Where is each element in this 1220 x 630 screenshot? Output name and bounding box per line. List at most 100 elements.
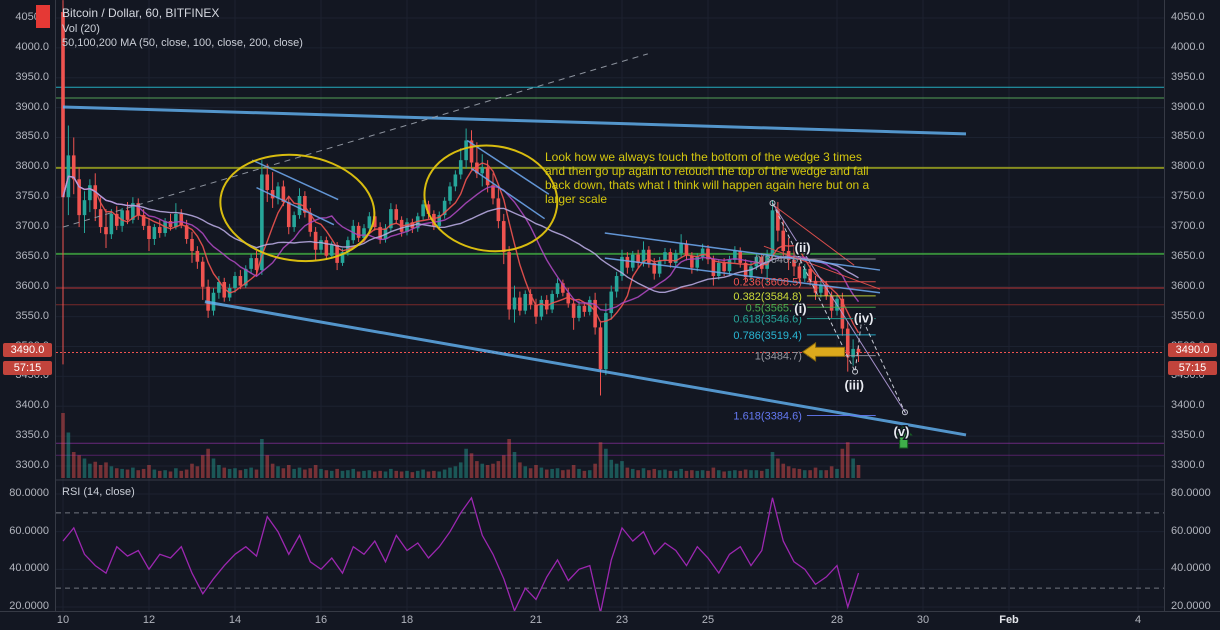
price-tick-label: 3300.0 <box>15 458 49 471</box>
price-tick-label: 4000.0 <box>15 40 49 53</box>
left-price-axis[interactable]: 4050.0 4000.0 3950.0 3900.0 3850.0 3800.0 3750… <box>0 0 56 612</box>
trendline-upper-channel <box>62 105 967 136</box>
price-tick-label: 3800.0 <box>15 160 49 173</box>
wave-label: (i) <box>794 301 806 316</box>
ma-legend[interactable]: 50,100,200 MA (50, close, 100, close, 20… <box>62 37 303 49</box>
price-tick-label: 3600.0 <box>15 279 49 292</box>
wave-label: (iv) <box>854 311 874 326</box>
chart-legend: Bitcoin / Dollar, 60, BITFINEX Vol (20) … <box>62 6 303 51</box>
time-tick-label: 16 <box>314 614 328 626</box>
rsi-legend[interactable]: RSI (14, close) <box>62 486 135 498</box>
wedge-ellipse <box>219 153 376 263</box>
time-axis[interactable]: 10 12 14 16 18 21 23 25 28 30 Feb 4 <box>0 611 1220 630</box>
price-tick-label: 3550.0 <box>15 309 49 322</box>
price-tick-label: 3550.0 <box>1171 309 1205 322</box>
time-tick-label: 4 <box>1134 614 1142 626</box>
drawing-annotations[interactable]: 0(3646.6) 0.236(3608.5) 0.382(3584.8)0.5(3… <box>62 53 967 449</box>
wave-label: (v) <box>894 424 910 439</box>
price-tick-label: 3400.0 <box>1171 399 1205 412</box>
analysis-note[interactable]: Look how we always touch the bottom of t… <box>545 150 940 206</box>
fib-level-label: 0.618(3546.6) <box>733 314 802 326</box>
countdown-badge: 57:15 <box>3 361 52 376</box>
rsi-tick-label: 80.0000 <box>9 487 49 499</box>
wedge-ellipse <box>423 144 559 253</box>
trendline-mid-wedge-lower <box>604 257 881 294</box>
volume-legend[interactable]: Vol (20) <box>62 23 100 35</box>
time-tick-label: Feb <box>999 614 1019 626</box>
trendline-red-resistance-2 <box>772 203 855 266</box>
trendline-mini-wedge-2-lower <box>471 167 546 220</box>
time-tick-label: 12 <box>142 614 156 626</box>
candlestick-series <box>61 0 861 396</box>
fib-level-label: 1(3484.7) <box>755 351 802 363</box>
price-tick-label: 3800.0 <box>1171 160 1205 173</box>
price-tick-label: 3850.0 <box>15 130 49 143</box>
chart-text-labels: (ii) (i) (iv) (iii) (v) <box>793 239 911 441</box>
time-tick-label: 10 <box>56 614 70 626</box>
volume-bars <box>61 413 861 478</box>
current-price-badge: 3490.0 <box>3 343 52 358</box>
price-tick-label: 3950.0 <box>15 70 49 83</box>
right-price-axis[interactable]: 4050.0 4000.0 3950.0 3900.0 3850.0 3800.0 3750… <box>1164 0 1220 612</box>
rsi-pane <box>56 496 1164 613</box>
fib-level-label: 0.236(3608.5) <box>733 277 802 289</box>
price-tick-label: 3750.0 <box>1171 190 1205 203</box>
price-tick-label: 4000.0 <box>1171 40 1205 53</box>
trendline-mini-wedge-1-lower <box>256 186 335 226</box>
rsi-line <box>62 496 860 613</box>
countdown-badge: 57:15 <box>1168 361 1217 376</box>
price-tick-label: 4050.0 <box>1171 11 1205 23</box>
price-tick-label: 3700.0 <box>1171 220 1205 233</box>
wave-label: (ii) <box>795 240 811 255</box>
rsi-tick-label: 60.0000 <box>1171 524 1211 537</box>
left-arrow <box>801 341 846 362</box>
axis-red-marker <box>36 5 50 28</box>
rsi-tick-label: 20.0000 <box>9 600 49 612</box>
trendline-mini-wedge-2-upper <box>466 139 550 195</box>
price-tick-label: 3300.0 <box>1171 458 1205 471</box>
fib-level-label: 1.618(3384.6) <box>733 410 802 422</box>
time-tick-label: 25 <box>701 614 715 626</box>
projection-point <box>901 409 908 416</box>
trendline-lavender-projection <box>772 202 907 414</box>
projection-point <box>858 314 865 321</box>
price-tick-label: 3900.0 <box>1171 100 1205 113</box>
rsi-tick-label: 20.0000 <box>1171 600 1211 612</box>
horizontal-price-lines[interactable] <box>56 86 1164 456</box>
rsi-tick-label: 80.0000 <box>1171 487 1211 499</box>
price-tick-label: 3350.0 <box>15 429 49 442</box>
projection-point <box>769 200 776 207</box>
price-tick-label: 3650.0 <box>15 249 49 262</box>
wave-projection-line <box>772 202 906 413</box>
fib-level-label: 0.786(3519.4) <box>733 330 802 342</box>
note-line: Look how we always touch the bottom of t… <box>545 150 862 164</box>
time-tick-label: 14 <box>228 614 242 626</box>
ma-line <box>62 162 860 334</box>
time-tick-label: 30 <box>916 614 930 626</box>
current-price-badge: 3490.0 <box>1168 343 1217 358</box>
ma-line <box>62 175 859 293</box>
time-tick-label: 21 <box>529 614 543 626</box>
price-tick-label: 3650.0 <box>1171 249 1205 262</box>
note-line: back down, thats what I think will happe… <box>545 178 870 192</box>
note-line: larger scale <box>545 192 608 206</box>
fib-level-label: 0.382(3584.8) <box>733 291 802 303</box>
moving-average-lines <box>62 162 860 334</box>
trendline-dashed-rising-line <box>62 53 648 228</box>
price-tick-label: 3350.0 <box>1171 429 1205 442</box>
symbol-title[interactable]: Bitcoin / Dollar, 60, BITFINEX <box>62 6 220 20</box>
price-tick-label: 3700.0 <box>15 220 49 233</box>
price-tick-label: 3750.0 <box>15 190 49 203</box>
rsi-tick-label: 60.0000 <box>9 524 49 537</box>
note-line: and then go up again to retouch the top … <box>545 164 869 178</box>
price-tick-label: 3900.0 <box>15 100 49 113</box>
wave-label: (iii) <box>844 378 864 393</box>
trendline-lower-channel <box>204 300 967 437</box>
fib-level-label: 0.5(3565.7) <box>746 302 802 314</box>
trendline-mid-wedge-upper <box>604 232 881 271</box>
price-tick-label: 3400.0 <box>15 399 49 412</box>
fib-level-label: 0(3646.6) <box>755 254 802 266</box>
price-tick-label: 3850.0 <box>1171 130 1205 143</box>
